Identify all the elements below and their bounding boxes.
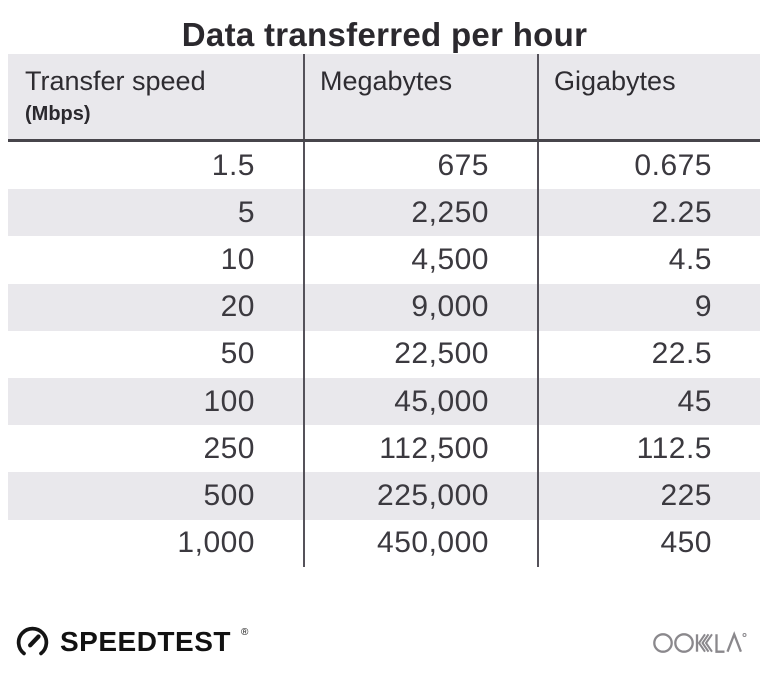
cell-megabytes: 9,000 (303, 283, 537, 331)
column-header-label: Gigabytes (554, 66, 676, 96)
cell-gigabytes: 2.25 (537, 189, 760, 237)
cell-megabytes: 675 (303, 142, 537, 190)
ookla-logo (653, 628, 753, 656)
cell-gigabytes: 22.5 (537, 330, 760, 378)
column-header-label: Transfer speed (25, 66, 206, 96)
table-row: 10 4,500 4.5 (8, 236, 760, 284)
speedtest-wordmark: SPEEDTEST (60, 626, 231, 657)
cell-gigabytes: 0.675 (537, 142, 760, 190)
cell-mbps: 250 (203, 431, 255, 465)
cell-megabytes: 225,000 (303, 472, 537, 520)
cell-gigabytes: 112.5 (537, 425, 760, 473)
table-row: 250 112,500 112.5 (8, 425, 760, 473)
cell-mbps: 5 (237, 195, 255, 229)
table-row: 50 22,500 22.5 (8, 330, 760, 378)
column-header-label: Megabytes (320, 66, 453, 96)
cell-gigabytes: 450 (537, 519, 760, 567)
cell-mbps: 20 (220, 290, 255, 324)
speedtest-logo: SPEEDTEST ® (14, 624, 249, 661)
cell-gigabytes: 225 (537, 472, 760, 520)
table-row: 20 9,000 9 (8, 283, 760, 331)
column-header-transfer-speed: Transfer speed (Mbps) (8, 54, 303, 139)
cell-gigabytes: 45 (537, 377, 760, 426)
cell-mbps: 1,000 (177, 526, 255, 560)
registered-trademark-icon: ® (240, 626, 249, 638)
cell-mbps: 500 (203, 478, 255, 512)
table-row: 5 2,250 2.25 (8, 189, 760, 237)
table-body: 1.5 675 0.675 5 2,250 2.25 10 4,500 4.5 … (8, 142, 760, 567)
table-header-row: Transfer speed (Mbps) Megabytes Gigabyte… (8, 54, 760, 142)
table-row: 100 45,000 45 (8, 377, 760, 426)
cell-mbps: 100 (203, 384, 255, 418)
cell-megabytes: 450,000 (303, 519, 537, 567)
cell-mbps: 50 (220, 337, 255, 371)
column-header-megabytes: Megabytes (303, 54, 537, 139)
table-row: 1,000 450,000 450 (8, 519, 760, 567)
column-header-gigabytes: Gigabytes (537, 54, 760, 139)
cell-mbps: 1.5 (211, 148, 255, 182)
page-title: Data transferred per hour (181, 16, 588, 53)
cell-megabytes: 112,500 (303, 425, 537, 473)
table-row: 500 225,000 225 (8, 472, 760, 520)
speedtest-gauge-icon (14, 624, 51, 661)
data-table: Transfer speed (Mbps) Megabytes Gigabyte… (8, 54, 760, 567)
footer: SPEEDTEST ® (0, 586, 769, 698)
cell-megabytes: 2,250 (303, 189, 537, 237)
table-row: 1.5 675 0.675 (8, 142, 760, 190)
column-header-unit: (Mbps) (25, 103, 91, 125)
cell-mbps: 10 (220, 242, 255, 276)
cell-megabytes: 45,000 (303, 377, 537, 426)
cell-megabytes: 4,500 (303, 236, 537, 284)
cell-gigabytes: 9 (537, 283, 760, 331)
cell-gigabytes: 4.5 (537, 236, 760, 284)
cell-megabytes: 22,500 (303, 330, 537, 378)
